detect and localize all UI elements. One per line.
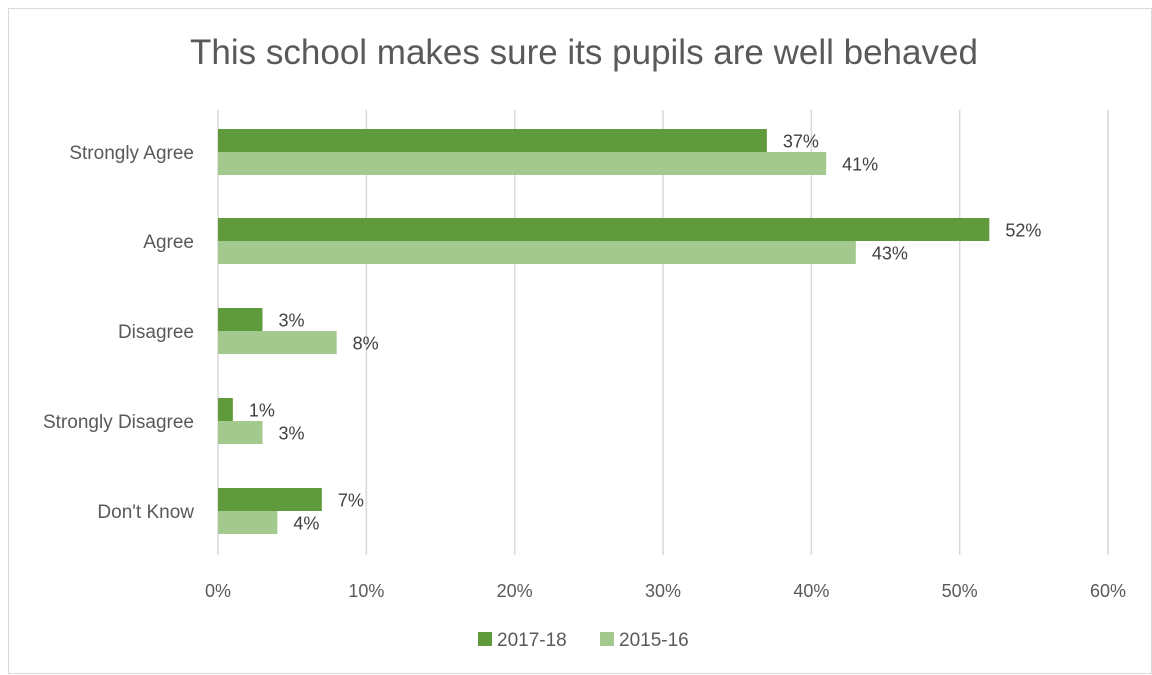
bar-2017-18 xyxy=(218,398,233,421)
bar-2017-18 xyxy=(218,218,990,241)
bar-2015-16 xyxy=(218,511,278,534)
data-labels: 37%41%52%43%3%8%1%3%7%4% xyxy=(249,132,1042,534)
data-label: 37% xyxy=(783,132,819,152)
x-tick-label: 30% xyxy=(645,581,681,601)
data-label: 4% xyxy=(293,514,319,534)
bar-2015-16 xyxy=(218,152,827,175)
gridlines xyxy=(217,110,1109,555)
bar-2015-16 xyxy=(218,331,337,354)
legend: 2017-18 2015-16 xyxy=(478,630,689,651)
data-label: 41% xyxy=(842,155,878,175)
x-tick-label: 10% xyxy=(348,581,384,601)
category-labels: Strongly Agree Agree Disagree Strongly Disa… xyxy=(43,143,194,523)
category-label: Don't Know xyxy=(97,502,194,523)
data-label: 3% xyxy=(279,424,305,444)
chart-title: This school makes sure its pupils are we… xyxy=(190,33,978,72)
data-label: 8% xyxy=(353,334,379,354)
bar-2015-16 xyxy=(218,241,856,264)
category-label: Disagree xyxy=(118,322,194,343)
data-label: 3% xyxy=(279,311,305,331)
legend-swatch xyxy=(478,632,492,646)
x-tick-label: 60% xyxy=(1090,581,1126,601)
legend-label: 2017-18 xyxy=(497,630,567,651)
category-label: Strongly Agree xyxy=(69,143,194,164)
bar-2015-16 xyxy=(218,421,263,444)
x-tick-label: 50% xyxy=(942,581,978,601)
data-label: 52% xyxy=(1005,221,1041,241)
bar-2017-18 xyxy=(218,308,263,331)
bars xyxy=(218,129,990,534)
data-label: 43% xyxy=(872,244,908,264)
data-label: 1% xyxy=(249,401,275,421)
legend-swatch xyxy=(600,632,614,646)
category-label: Agree xyxy=(143,232,194,253)
x-tick-label: 40% xyxy=(793,581,829,601)
x-tick-label: 0% xyxy=(205,581,231,601)
chart-frame xyxy=(8,8,1152,674)
category-label: Strongly Disagree xyxy=(43,412,194,433)
data-label: 7% xyxy=(338,491,364,511)
legend-label: 2015-16 xyxy=(619,630,689,651)
x-axis-ticks: 0% 10% 20% 30% 40% 50% 60% xyxy=(205,581,1126,601)
bar-2017-18 xyxy=(218,488,322,511)
bar-2017-18 xyxy=(218,129,767,152)
x-tick-label: 20% xyxy=(497,581,533,601)
